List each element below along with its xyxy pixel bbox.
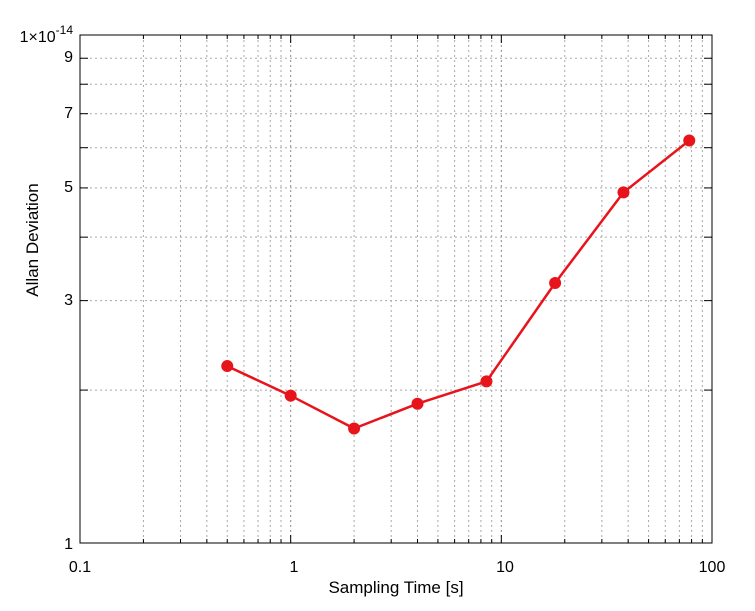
data-point-4 xyxy=(480,375,493,388)
axis-ticks xyxy=(79,34,713,544)
data-point-6 xyxy=(617,186,630,199)
x-axis-title: Sampling Time [s] xyxy=(328,578,463,597)
x-tick-label-0: 0.1 xyxy=(69,559,91,576)
y-tick-label-9: 9 xyxy=(64,49,73,66)
x-tick-label-2: 10 xyxy=(496,559,514,576)
y-top-tick-label: 1×10-14 xyxy=(20,23,74,46)
y-top-exponent: -14 xyxy=(56,23,74,37)
x-tick-label-3: 100 xyxy=(699,559,726,576)
plot-frame xyxy=(79,34,713,544)
series-line-0 xyxy=(226,139,691,430)
data-point-0 xyxy=(221,360,234,373)
y-tick-label-1: 1 xyxy=(64,536,73,553)
data-point-2 xyxy=(348,422,361,435)
y-tick-label-5: 5 xyxy=(64,179,73,196)
data-point-3 xyxy=(411,397,424,410)
y-top-base: ×10 xyxy=(29,29,56,46)
grid xyxy=(80,35,712,543)
y-tick-label-7: 7 xyxy=(64,105,73,122)
data-point-7 xyxy=(683,134,696,147)
y-tick-label-3: 3 xyxy=(64,292,73,309)
x-tick-label-1: 1 xyxy=(290,559,299,576)
data-point-1 xyxy=(284,389,297,402)
y-axis-title: Allan Deviation xyxy=(23,183,42,296)
series-group xyxy=(221,134,696,435)
data-point-5 xyxy=(549,276,562,289)
y-top-mantissa: 1 xyxy=(20,29,29,46)
